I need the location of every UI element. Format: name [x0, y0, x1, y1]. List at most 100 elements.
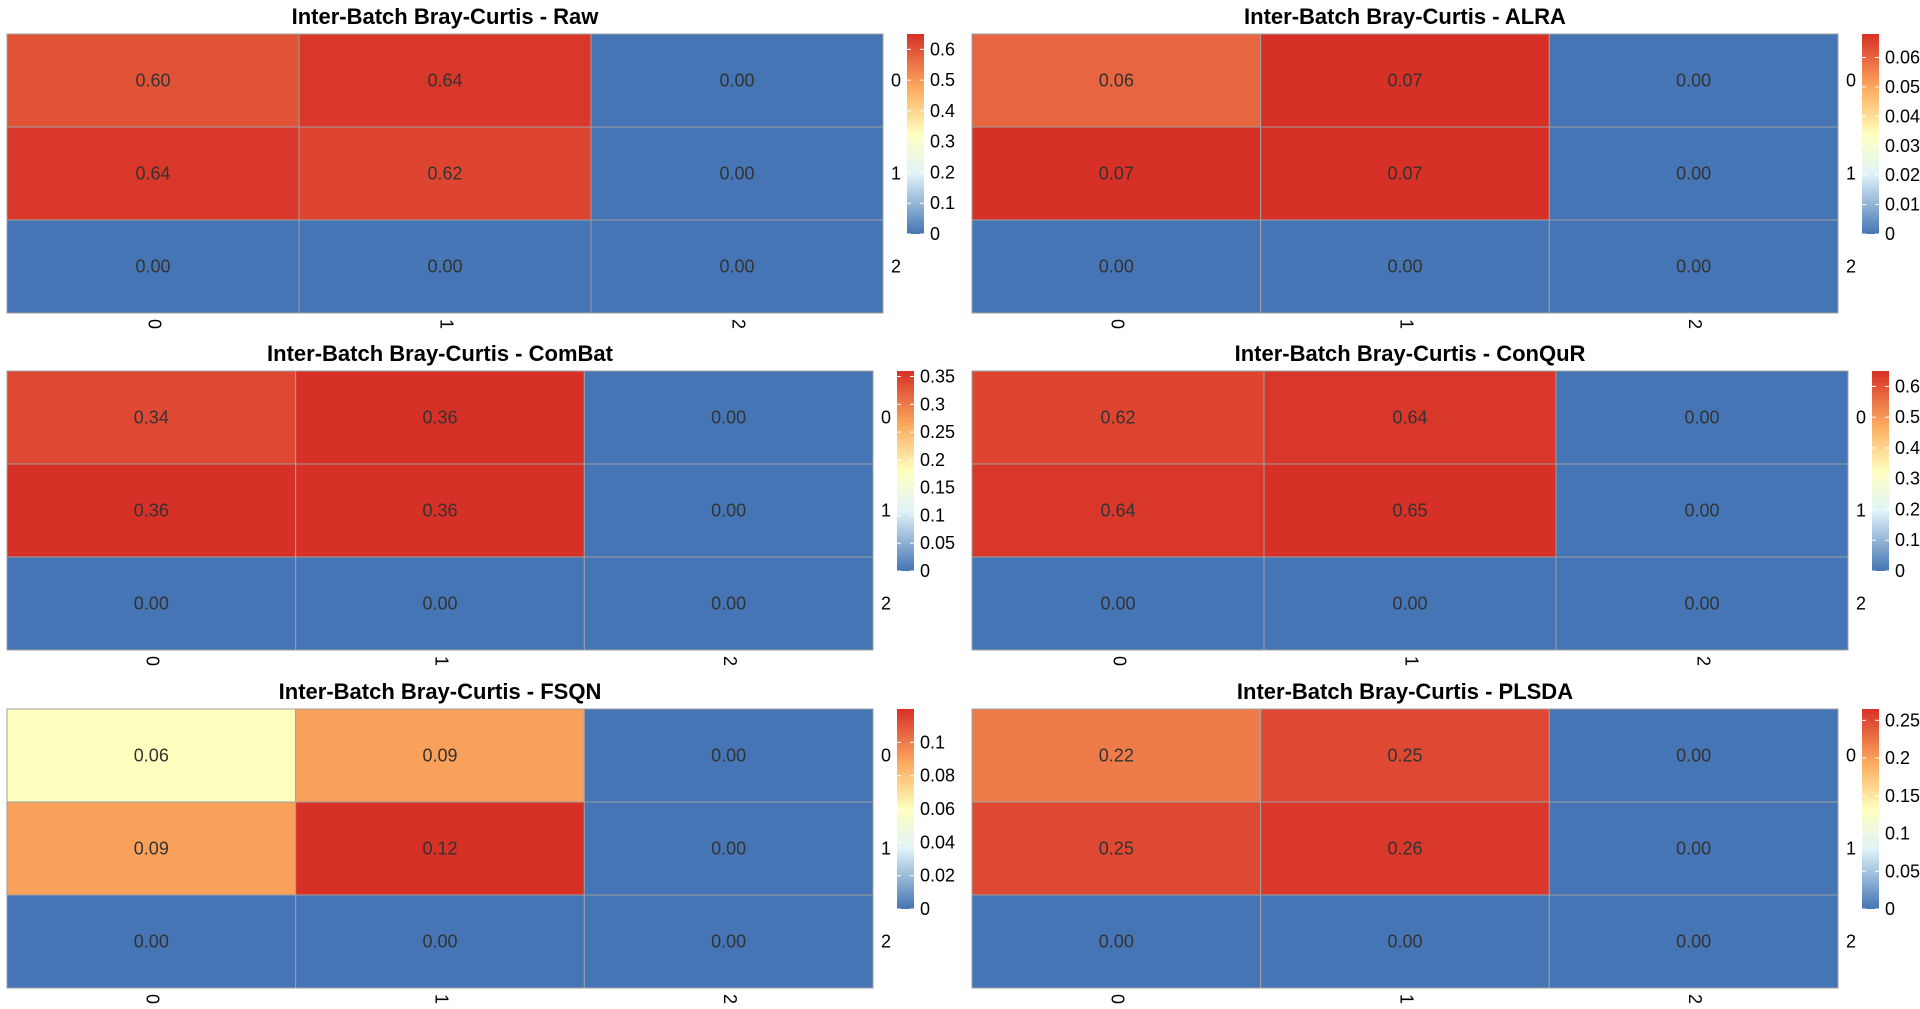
colorbar-tick-label: 0.2	[1885, 748, 1910, 768]
cell-value-label: 0.00	[1684, 408, 1719, 428]
heatmap-cell	[1555, 370, 1849, 465]
heatmap-cell	[971, 801, 1262, 896]
col-tick-label: 2	[1693, 656, 1713, 666]
colorbar	[897, 371, 914, 571]
heatmap-cell	[1548, 801, 1839, 896]
cell-value-label: 0.65	[1392, 501, 1427, 521]
heatmap-cell	[1548, 126, 1839, 221]
cell-value-label: 0.00	[1099, 257, 1134, 277]
colorbar-tick-label: 0.5	[1895, 407, 1920, 427]
heatmap-cell	[1263, 370, 1557, 465]
colorbar-tick-label: 0.15	[1885, 786, 1920, 806]
col-tick-label: 1	[1396, 994, 1416, 1004]
heatmap-cell	[1260, 219, 1550, 314]
heatmap-cell	[1548, 219, 1839, 314]
heatmap-cell	[6, 556, 297, 651]
cell-value-label: 0.00	[135, 257, 170, 277]
cell-value-label: 0.00	[719, 71, 754, 91]
row-tick-label: 2	[891, 257, 901, 277]
cell-value-label: 0.07	[1387, 164, 1422, 184]
heatmap-cell	[1555, 463, 1849, 558]
cell-value-label: 0.64	[1392, 408, 1427, 428]
cell-value-label: 0.00	[1387, 932, 1422, 952]
colorbar-tick-label: 0.25	[1885, 710, 1920, 730]
heatmap-cell	[6, 708, 297, 803]
row-tick-label: 2	[881, 594, 891, 614]
heatmap-cell	[1260, 33, 1550, 128]
colorbar-tick-label: 0.2	[1895, 499, 1920, 519]
heatmap-cell	[1548, 894, 1839, 989]
cell-value-label: 0.00	[1684, 501, 1719, 521]
cell-value-label: 0.09	[422, 746, 457, 766]
col-tick-label: 0	[144, 319, 164, 329]
heatmap-cell	[6, 894, 297, 989]
row-tick-label: 1	[1856, 501, 1866, 521]
heatmap-cell	[1260, 894, 1550, 989]
cell-value-label: 0.00	[1676, 839, 1711, 859]
colorbar-tick-label: 0.01	[1885, 195, 1920, 215]
colorbar-tick-label: 0.4	[1895, 438, 1920, 458]
heatmap-cell	[6, 33, 300, 128]
heatmap-cell	[590, 33, 884, 128]
cell-value-label: 0.62	[427, 164, 462, 184]
colorbar-tick-label: 0.25	[920, 422, 955, 442]
heatmap-cell	[971, 370, 1265, 465]
colorbar-tick-label: 0.03	[1885, 136, 1920, 156]
colorbar-tick-label: 0.3	[930, 132, 955, 152]
colorbar-tick-label: 0.1	[930, 193, 955, 213]
cell-value-label: 0.64	[135, 164, 170, 184]
colorbar-tick-label: 0.5	[930, 70, 955, 90]
colorbar-tick-label: 0.4	[930, 101, 955, 121]
cell-value-label: 0.00	[422, 594, 457, 614]
heatmap-cell	[971, 556, 1265, 651]
heatmap-cell	[1548, 33, 1839, 128]
cell-value-label: 0.06	[134, 746, 169, 766]
colorbar-tick-label: 0.05	[1885, 861, 1920, 881]
colorbar-tick-label: 0.02	[1885, 165, 1920, 185]
heatmap-cell	[583, 894, 874, 989]
colorbar	[1862, 709, 1879, 909]
colorbar-tick-label: 0.06	[920, 799, 955, 819]
heatmap-cell	[298, 33, 592, 128]
panel-title: Inter-Batch Bray-Curtis - Raw	[292, 4, 600, 29]
row-tick-label: 2	[1856, 594, 1866, 614]
row-tick-label: 0	[881, 408, 891, 428]
heatmap-panel: Inter-Batch Bray-Curtis - FSQN 0.06 0.09 0.…	[6, 679, 955, 1004]
cell-value-label: 0.64	[427, 71, 462, 91]
heatmap-cell	[295, 370, 585, 465]
cell-value-label: 0.00	[1676, 164, 1711, 184]
heatmap-cell	[6, 126, 300, 221]
row-tick-label: 1	[1846, 839, 1856, 859]
cell-value-label: 0.36	[422, 501, 457, 521]
panel-title: Inter-Batch Bray-Curtis - FSQN	[279, 679, 602, 704]
heatmap-cell	[583, 556, 874, 651]
cell-value-label: 0.26	[1387, 839, 1422, 859]
heatmap-cell	[295, 556, 585, 651]
colorbar-tick-label: 0.08	[920, 766, 955, 786]
panel-title: Inter-Batch Bray-Curtis - ConQuR	[1235, 341, 1586, 366]
cell-value-label: 0.00	[711, 839, 746, 859]
colorbar-tick-label: 0.3	[920, 394, 945, 414]
colorbar-tick-label: 0.2	[930, 162, 955, 182]
heatmap-cell	[295, 708, 585, 803]
col-tick-label: 1	[1396, 319, 1416, 329]
row-tick-label: 1	[891, 164, 901, 184]
cell-value-label: 0.07	[1387, 71, 1422, 91]
cell-value-label: 0.36	[134, 501, 169, 521]
col-tick-label: 1	[436, 319, 456, 329]
heatmap-cell	[295, 463, 585, 558]
cell-value-label: 0.64	[1100, 501, 1135, 521]
cell-value-label: 0.12	[422, 839, 457, 859]
col-tick-label: 1	[1401, 656, 1421, 666]
row-tick-label: 0	[1846, 71, 1856, 91]
heatmap-cell	[6, 219, 300, 314]
cell-value-label: 0.00	[422, 932, 457, 952]
panel-title: Inter-Batch Bray-Curtis - ComBat	[267, 341, 614, 366]
heatmap-cell	[583, 801, 874, 896]
heatmap-cell	[298, 219, 592, 314]
row-tick-label: 1	[881, 839, 891, 859]
colorbar-tick-label: 0.05	[920, 533, 955, 553]
heatmap-cell	[6, 801, 297, 896]
